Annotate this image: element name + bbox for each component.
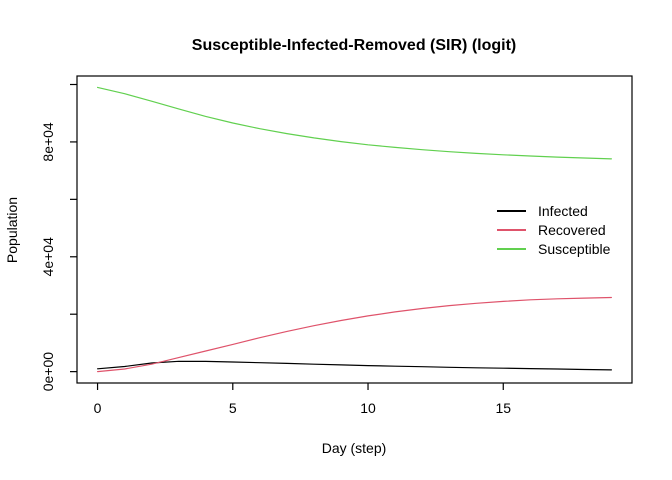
y-tick-label: 8e+04 [40,122,56,162]
legend-label-recovered: Recovered [538,222,606,238]
plot-box [76,75,633,384]
y-axis: 0e+00 4e+04 8e+04 [40,83,77,392]
legend-label-infected: Infected [538,203,588,219]
legend-label-susceptible: Susceptible [538,241,611,257]
x-tick-label: 0 [94,400,102,416]
x-tick-label: 5 [229,400,237,416]
y-tick-label: 4e+04 [40,237,56,277]
x-axis: 0 5 10 15 [94,383,511,416]
chart-title: Susceptible-Infected-Removed (SIR) (logi… [192,37,516,54]
y-axis-label: Population [4,197,20,263]
x-tick-label: 10 [360,400,376,416]
legend-item-infected: Infected [497,203,588,219]
x-tick-label: 15 [495,400,511,416]
legend: Infected Recovered Susceptible [497,203,611,257]
legend-item-susceptible: Susceptible [497,241,611,257]
series-lines [96,86,613,373]
y-tick-label: 0e+00 [40,352,56,392]
series-line-susceptible [96,86,613,160]
x-axis-label: Day (step) [322,440,387,456]
series-line-recovered [96,296,613,373]
series-line-infected [96,360,613,371]
legend-item-recovered: Recovered [497,222,606,238]
